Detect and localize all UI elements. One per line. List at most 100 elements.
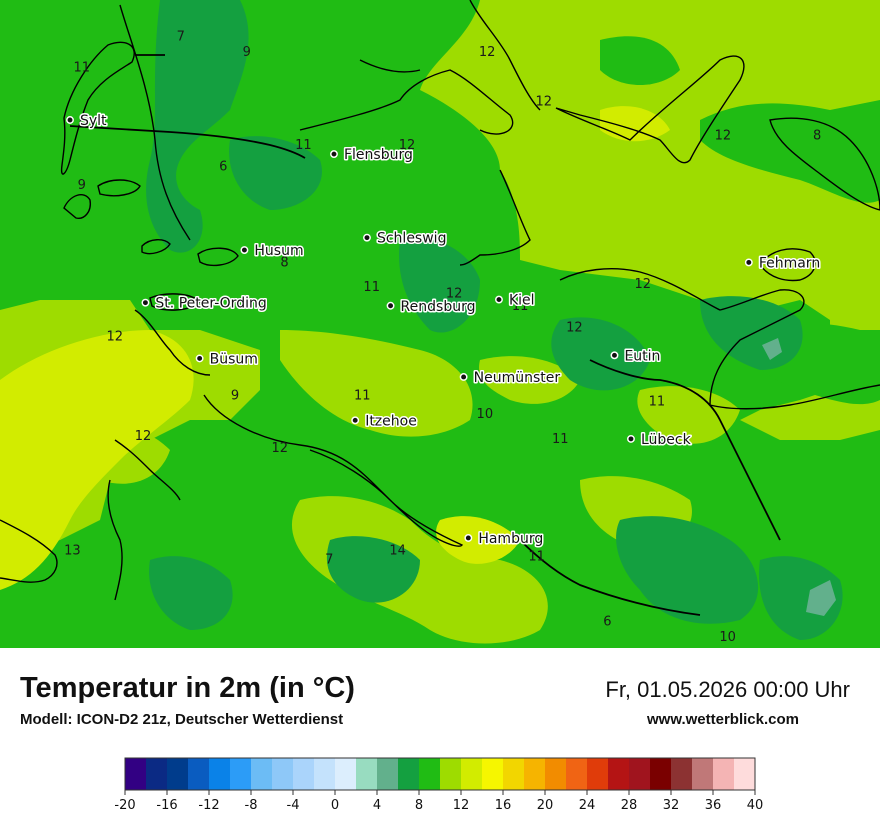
city-label: Fehmarn (759, 255, 820, 271)
city-dot (363, 233, 371, 242)
city-dot (610, 351, 619, 360)
legend-tick-label: 4 (373, 798, 381, 813)
city-dot (66, 116, 74, 124)
city-label: Kiel (509, 293, 535, 309)
legend-swatch (146, 758, 168, 790)
city-dot (330, 150, 338, 159)
city-label: St. Peter-Ording (155, 296, 266, 312)
legend-swatch (692, 758, 714, 790)
isoline-label: 11 (528, 550, 545, 565)
city-label: Flensburg (344, 147, 413, 163)
legend-tick-label: 28 (621, 798, 638, 813)
legend-tick-label: -8 (245, 798, 258, 813)
temperature-field-coldest (762, 338, 836, 616)
legend-swatch (230, 758, 252, 790)
isoline-label: 12 (634, 277, 651, 292)
isoline-label: 6 (603, 615, 611, 630)
city-markers: Sylt Flensburg Schleswig Husum Fehmarn St. Pe… (66, 112, 822, 548)
legend-tick-label: 32 (663, 798, 680, 813)
legend-swatch (293, 758, 315, 790)
isoline-label: 10 (477, 407, 494, 422)
isoline-label: 13 (64, 543, 81, 558)
legend-tick-label: 36 (705, 798, 722, 813)
legend-swatch (314, 758, 336, 790)
city-label: Lübeck (641, 432, 692, 448)
city-label: Neumünster (474, 370, 561, 386)
legend-swatch (377, 758, 399, 790)
isoline-label: 12 (271, 441, 288, 456)
isoline-label: 12 (399, 138, 416, 153)
city-dot (459, 373, 468, 381)
model-subtitle: Modell: ICON-D2 21z, Deutscher Wetterdie… (20, 711, 344, 728)
legend-swatch (440, 758, 462, 790)
isoline-labels: 8791211121281112698111212111212911111012… (64, 29, 821, 645)
isoline-label: 11 (649, 395, 666, 410)
legend-tick-label: 8 (415, 798, 423, 813)
legend-swatch (419, 758, 441, 790)
city-dot (141, 298, 150, 307)
website-link[interactable]: www.wetterblick.com (647, 711, 799, 728)
legend-swatch (734, 758, 756, 790)
city-label: Rendsburg (401, 299, 476, 315)
legend-swatch (209, 758, 231, 790)
isoline-label: 9 (243, 45, 251, 60)
isoline-label: 8 (280, 255, 288, 270)
isoline-label: 9 (78, 178, 86, 193)
legend-swatch (587, 758, 609, 790)
legend-tick-label: 12 (453, 798, 470, 813)
temperature-field-light (83, 330, 740, 644)
city-dot (744, 258, 753, 267)
temperature-map: 8791211121281112698111212111212911111012… (0, 0, 880, 648)
city-label: Hamburg (478, 531, 543, 547)
legend-tick-label: -16 (156, 798, 177, 813)
legend-swatch (188, 758, 210, 790)
isoline-label: 12 (566, 320, 583, 335)
legend-tick-label: -4 (287, 798, 300, 813)
isoline-label: 12 (535, 94, 552, 109)
city-dot (351, 416, 360, 425)
color-legend: -20 -16 -12 -8 -4 0 4 8 12 16 20 24 28 32 36 40 (114, 757, 764, 813)
isoline-label: 10 (719, 630, 736, 645)
city-dot (495, 295, 503, 304)
legend-swatch (713, 758, 735, 790)
borders (69, 54, 781, 616)
legend-tick-label: 20 (537, 798, 554, 813)
city-dot (386, 301, 395, 310)
legend-swatch (461, 758, 483, 790)
isoline-label: 12 (715, 128, 732, 143)
coastlines (0, 0, 880, 601)
legend-swatch (545, 758, 567, 790)
legend-tick-label: -20 (114, 798, 135, 813)
legend-tick-label: 16 (495, 798, 512, 813)
legend-tick-label: 24 (579, 798, 596, 813)
city-dot (627, 434, 635, 443)
isoline-label: 11 (363, 280, 380, 295)
legend-tick-label: 0 (331, 798, 339, 813)
isoline-label: 6 (219, 159, 227, 174)
legend-swatch (566, 758, 588, 790)
isoline-label: 7 (177, 29, 185, 44)
city-label: Husum (254, 243, 303, 259)
forecast-datetime: Fr, 01.05.2026 00:00 Uhr (605, 677, 850, 702)
isoline-label: 7 (325, 553, 333, 568)
legend-swatch (251, 758, 273, 790)
isoline-label: 12 (107, 330, 124, 345)
isoline-label: 11 (354, 389, 371, 404)
legend-swatch (671, 758, 693, 790)
legend-swatch (167, 758, 189, 790)
city-label: Sylt (80, 113, 107, 129)
legend-swatch (608, 758, 630, 790)
city-label: Büsum (210, 351, 258, 367)
legend-swatch (335, 758, 357, 790)
city-label: Eutin (624, 348, 660, 364)
legend-tick-label: -12 (198, 798, 219, 813)
city-label: Itzehoe (365, 413, 417, 429)
legend-swatch (356, 758, 378, 790)
legend-swatch (503, 758, 525, 790)
isoline-label: 8 (813, 128, 821, 143)
page-title: Temperatur in 2m (in °C) (20, 672, 355, 704)
legend-tick-label: 40 (747, 798, 764, 813)
legend-swatch (125, 758, 147, 790)
legend-swatch (482, 758, 504, 790)
isoline-label: 12 (479, 45, 496, 60)
